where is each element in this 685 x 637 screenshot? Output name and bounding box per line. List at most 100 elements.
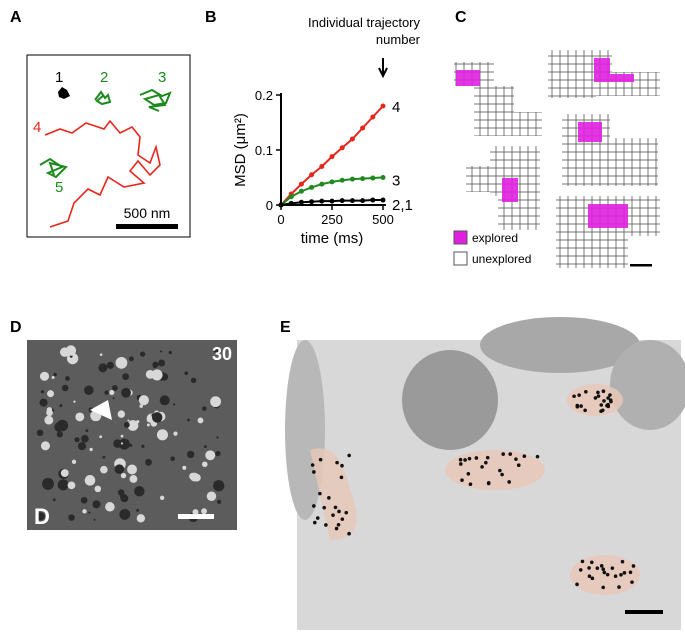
texture-dot bbox=[85, 429, 89, 433]
texture-dot bbox=[120, 442, 124, 445]
texture-dot bbox=[201, 461, 208, 468]
texture-dot bbox=[39, 398, 48, 407]
gold-particle bbox=[516, 463, 521, 468]
texture-dot bbox=[139, 404, 143, 408]
gold-particle bbox=[310, 463, 315, 467]
texture-dot bbox=[53, 372, 57, 377]
texture-dot bbox=[203, 445, 207, 449]
texture-dot bbox=[44, 415, 54, 425]
texture-dot bbox=[120, 493, 127, 501]
texture-dot bbox=[170, 456, 175, 462]
x-tick-label: 250 bbox=[321, 212, 343, 227]
texture-dot bbox=[216, 436, 219, 439]
texture-dot bbox=[59, 404, 63, 408]
corner-letter: D bbox=[34, 504, 50, 529]
corner-number: 30 bbox=[212, 344, 232, 364]
texture-dot bbox=[77, 442, 86, 451]
gold-particle bbox=[327, 496, 331, 500]
texture-dot bbox=[67, 481, 76, 490]
texture-dot bbox=[46, 407, 53, 413]
gold-particle bbox=[601, 585, 605, 590]
texture-dot bbox=[136, 508, 140, 512]
series-label: 2,1 bbox=[392, 197, 413, 214]
gold-particle bbox=[619, 573, 623, 577]
texture-dot bbox=[61, 384, 69, 392]
texture-dot bbox=[88, 511, 91, 514]
y-tick-label: 0 bbox=[266, 198, 273, 213]
trajectory bbox=[94, 90, 112, 106]
legend-label: unexplored bbox=[472, 252, 531, 266]
texture-dot bbox=[100, 465, 108, 474]
scale-bar bbox=[116, 224, 178, 229]
gold-particle bbox=[460, 478, 464, 482]
gold-particle bbox=[468, 482, 473, 487]
gold-particle bbox=[602, 399, 606, 403]
gold-particle bbox=[590, 576, 595, 581]
gold-particle bbox=[322, 505, 326, 510]
data-point bbox=[319, 181, 325, 187]
texture-dot bbox=[192, 509, 199, 516]
y-tick-label: 0.1 bbox=[255, 143, 273, 158]
texture-dot bbox=[156, 429, 169, 441]
texture-dot bbox=[128, 356, 134, 362]
texture-dot bbox=[184, 371, 189, 376]
data-point bbox=[339, 198, 345, 204]
gold-particle bbox=[601, 389, 606, 394]
texture-dot bbox=[201, 508, 207, 515]
gold-particle bbox=[605, 403, 609, 408]
gold-particle bbox=[514, 457, 518, 461]
gold-particle bbox=[335, 460, 339, 465]
texture-dot bbox=[73, 400, 76, 403]
data-point bbox=[288, 194, 294, 200]
texture-dot bbox=[111, 384, 118, 391]
texture-dot bbox=[127, 420, 139, 431]
texture-dot bbox=[210, 396, 222, 408]
texture-dot bbox=[36, 429, 44, 437]
texture-dot bbox=[206, 491, 217, 502]
texture-dot bbox=[92, 500, 101, 509]
gold-particle bbox=[507, 480, 511, 484]
data-point bbox=[380, 197, 386, 203]
x-tick-label: 0 bbox=[277, 212, 284, 227]
texture-dot bbox=[120, 472, 127, 479]
gold-particle bbox=[347, 531, 351, 536]
legend-swatch bbox=[453, 251, 468, 266]
legend-swatch bbox=[453, 230, 468, 245]
scale-bar bbox=[625, 610, 663, 614]
gold-particle bbox=[580, 559, 585, 564]
data-point bbox=[349, 198, 355, 204]
trajectory bbox=[139, 88, 172, 112]
data-point bbox=[360, 198, 366, 204]
gold-particle bbox=[584, 389, 588, 394]
texture-dot bbox=[74, 437, 80, 443]
texture-dot bbox=[104, 390, 109, 395]
gold-particle bbox=[608, 398, 613, 402]
arrowhead bbox=[90, 400, 112, 420]
gold-particle bbox=[620, 559, 625, 564]
chart-title: Individual trajectory number bbox=[308, 15, 420, 47]
texture-dot bbox=[145, 458, 152, 466]
gold-particle bbox=[522, 454, 527, 458]
texture-dot bbox=[173, 431, 178, 436]
y-axis-label: MSD (μm²) bbox=[232, 113, 249, 187]
trajectory-number: 1 bbox=[55, 69, 63, 86]
gold-particle bbox=[600, 408, 605, 413]
data-point bbox=[309, 184, 315, 190]
texture-dot bbox=[39, 371, 50, 381]
gold-particle bbox=[599, 403, 604, 407]
texture-dot bbox=[71, 459, 77, 464]
y-tick-label: 0.2 bbox=[255, 88, 273, 103]
texture-dot bbox=[93, 518, 96, 521]
series-label: 4 bbox=[392, 99, 400, 116]
gold-particle bbox=[463, 458, 467, 462]
texture-dot bbox=[127, 464, 137, 475]
data-point bbox=[370, 114, 376, 120]
texture-dot bbox=[54, 422, 64, 432]
gold-particle bbox=[593, 396, 598, 400]
texture-dot bbox=[105, 502, 115, 512]
gold-particle bbox=[474, 456, 479, 460]
texture-dot bbox=[84, 385, 94, 395]
data-point bbox=[288, 200, 294, 206]
data-point bbox=[309, 172, 315, 178]
